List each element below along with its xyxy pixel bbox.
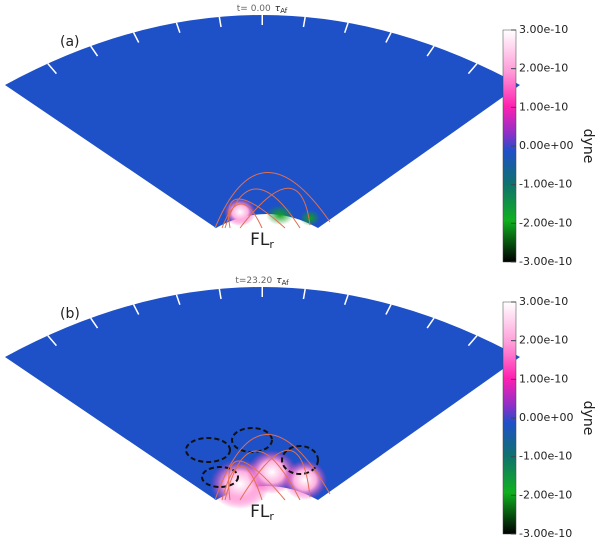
boundary-tick xyxy=(467,63,478,75)
time-title: t= 0.00 τAf xyxy=(237,4,288,16)
annotation-subscript: r xyxy=(269,510,274,523)
boundary-tick xyxy=(218,16,222,28)
boundary-tick xyxy=(343,22,349,34)
time-value: t= 0.00 xyxy=(237,4,271,14)
boundary-tick xyxy=(467,335,478,347)
colorbar-label: dyne xyxy=(580,401,596,436)
current-blob xyxy=(224,198,256,226)
tick-label: -1.00e-10 xyxy=(519,450,572,463)
field-line xyxy=(239,449,311,501)
panel: (a) t= 0.00 τAf FLr 3.00e-10 2.00e-10 1.00e-10… xyxy=(5,4,596,268)
boundary-tick xyxy=(90,45,99,57)
tick-label: -3.00e-10 xyxy=(519,255,572,268)
green-blob xyxy=(300,210,320,226)
panel-label: (b) xyxy=(60,306,80,322)
boundary-tick xyxy=(302,16,306,28)
field-line xyxy=(221,203,263,229)
tick-label: 3.00e-10 xyxy=(519,23,568,36)
boundary-tick xyxy=(47,335,57,347)
boundary-tick xyxy=(47,63,57,75)
annotation-subscript: r xyxy=(269,238,274,251)
tick-label: 0.00e+00 xyxy=(519,139,573,152)
tick-label: 3.00e-10 xyxy=(519,295,568,308)
field-line xyxy=(239,187,311,229)
time-subscript: Af xyxy=(280,7,288,15)
annotation: FLr xyxy=(250,230,274,251)
tick-label: 1.00e-10 xyxy=(519,100,568,113)
boundary-tick xyxy=(132,32,140,43)
colorbar-label: dyne xyxy=(580,129,596,164)
time-value: t=23.20 xyxy=(235,276,272,286)
boundary-tick xyxy=(426,45,435,57)
boundary-tick xyxy=(218,288,222,300)
time-title: t=23.20 τAf xyxy=(235,276,289,288)
current-blob xyxy=(283,460,327,500)
tick-label: 1.00e-10 xyxy=(519,372,568,385)
time-symbol: τ xyxy=(275,4,281,14)
tick-label: -2.00e-10 xyxy=(519,216,572,229)
field-line xyxy=(214,434,331,501)
field-line xyxy=(221,465,263,501)
boundary-tick xyxy=(175,294,181,306)
time-subscript: Af xyxy=(282,279,290,287)
annotation: FLr xyxy=(250,502,274,523)
dashed-contour xyxy=(185,437,231,463)
tick-label: 0.00e+00 xyxy=(519,411,573,424)
annotation-text: FL xyxy=(250,502,270,522)
field-line xyxy=(224,450,301,501)
wedge xyxy=(5,287,520,500)
field-line xyxy=(224,188,301,229)
boundary-tick xyxy=(385,32,392,43)
boundary-tick xyxy=(426,317,435,329)
field-line xyxy=(228,198,286,229)
boundary-tick xyxy=(302,288,306,300)
wedge xyxy=(5,15,520,228)
annotation-text: FL xyxy=(250,230,270,250)
boundary-tick xyxy=(343,294,349,306)
panel: (b) t=23.20 τAf FLr 3.00e-10 2.00e-10 1.00e-10… xyxy=(5,276,596,540)
tick-label: -1.00e-10 xyxy=(519,178,572,191)
field-line xyxy=(228,460,286,501)
tick-label: -3.00e-10 xyxy=(519,527,572,540)
tick-label: -2.00e-10 xyxy=(519,488,572,501)
boundary-tick xyxy=(175,22,181,34)
panel-label: (a) xyxy=(60,34,80,50)
boundary-tick xyxy=(385,304,392,315)
dashed-contour xyxy=(281,445,319,475)
dashed-contour xyxy=(201,466,239,488)
tick-label: 2.00e-10 xyxy=(519,334,568,347)
boundary-tick xyxy=(132,304,140,315)
field-line xyxy=(214,172,331,229)
time-symbol: τ xyxy=(276,276,282,286)
boundary-tick xyxy=(90,317,99,329)
tick-label: 2.00e-10 xyxy=(519,62,568,75)
